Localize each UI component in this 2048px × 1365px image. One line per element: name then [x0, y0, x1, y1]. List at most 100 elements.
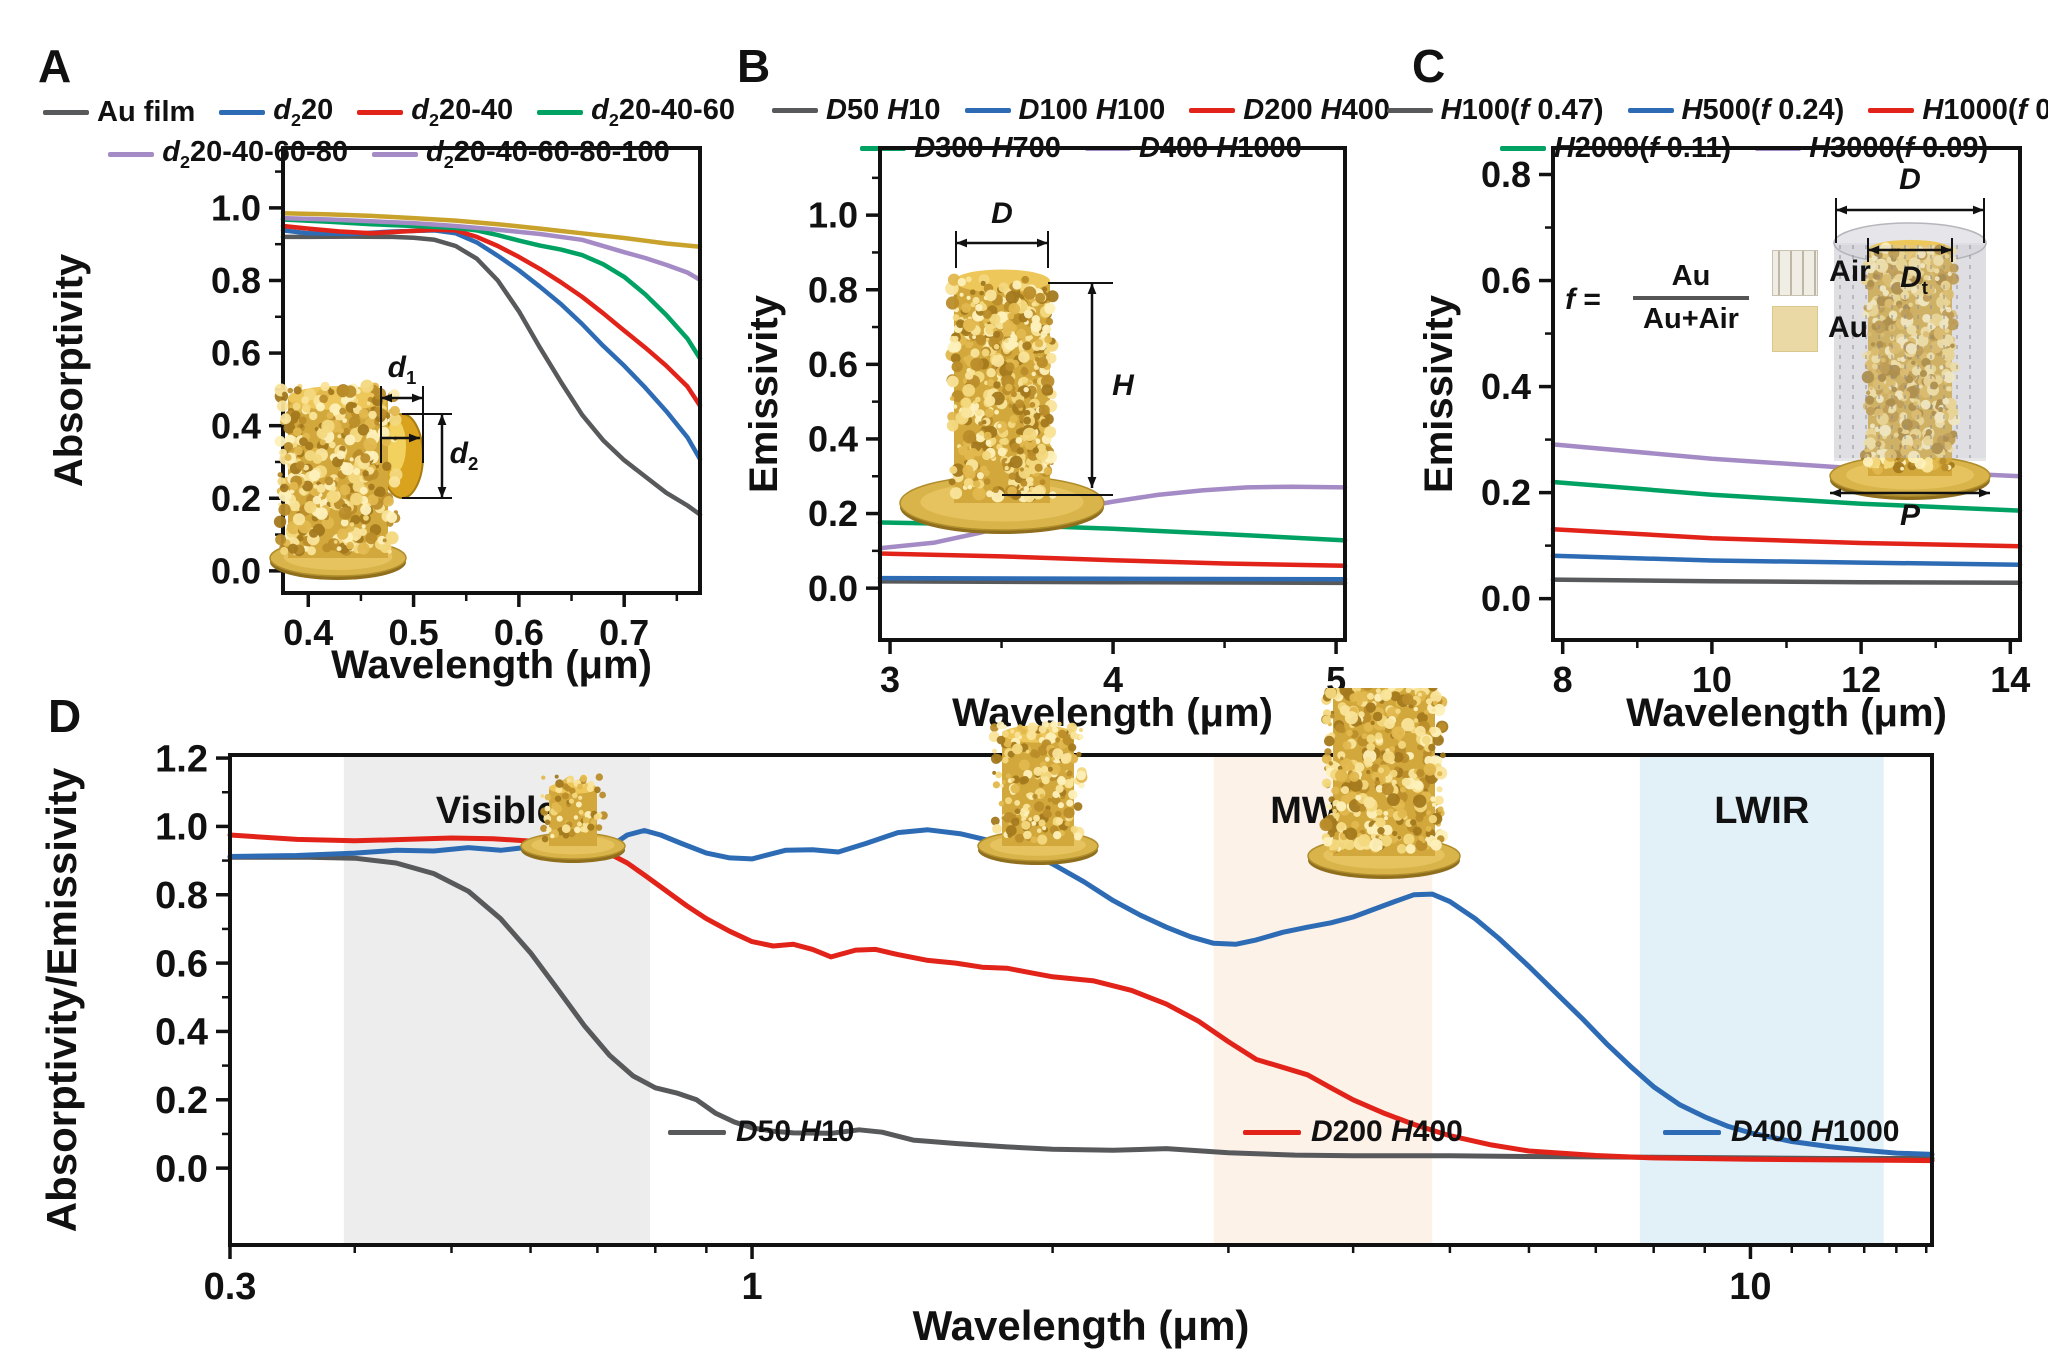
- legend-line-swatch: [371, 151, 418, 157]
- x-tick-label: 10: [1692, 659, 1732, 700]
- y-tick-label: 0.2: [155, 1080, 208, 1122]
- legend-b: D50 H10 D100 H100 D200 H400 D300 H700 D400 H…: [772, 94, 1390, 165]
- series-d-2-20-40: [280, 223, 703, 408]
- d2-label: d2: [449, 437, 479, 474]
- legend-label: H500(f 0.24): [1681, 94, 1845, 126]
- series-d-2-20: [280, 228, 703, 462]
- outer-diameter-label: D: [1899, 163, 1921, 196]
- series-d-2-20-40-60: [280, 217, 703, 361]
- legend-item-h-100-f-0-47: H100(f 0.47): [1386, 94, 1604, 127]
- y-tick-label: 0.0: [1481, 578, 1531, 619]
- axes: 3 4 50.00.20.40.60.81.0: [808, 146, 1347, 700]
- y-axis-label: Emissivity: [1417, 294, 1461, 493]
- series-h-2000-f-0-11: [1550, 479, 2023, 513]
- legend-row: H100(f 0.47) H500(f 0.24) H1000(f 0.16): [1386, 94, 2048, 127]
- legend-line-swatch: [108, 151, 155, 157]
- legend-line-swatch: [964, 108, 1011, 113]
- au-swatch: [1772, 306, 1818, 352]
- x-tick-label: 0.3: [204, 1266, 257, 1308]
- x-tick-label: 3: [880, 659, 900, 700]
- series-h-3000-f-0-09: [1550, 442, 2023, 479]
- axes: 8 10 12 14 0.0 0.2 0.4 0.6 0.8: [1481, 146, 2030, 700]
- legend-a: Au film d220 d220-40 d220-40-60 d220-40-60-8…: [43, 94, 735, 173]
- y-tick-label: 0.4: [808, 419, 858, 460]
- legend-label: H1000(f 0.16): [1922, 94, 2048, 126]
- legend-c: H100(f 0.47)H500(f 0.24)H1000(f 0.16)H20…: [1386, 94, 2048, 165]
- x-axis-label: Wavelength (μm): [331, 643, 652, 687]
- fraction-bar: [1633, 296, 1749, 301]
- y-tick-label: 0.0: [155, 1148, 208, 1190]
- y-tick-label: 1.2: [155, 738, 208, 780]
- legend-line-swatch: [357, 109, 404, 115]
- panel-letter-a: A: [38, 40, 72, 92]
- emissivity-lwir-chart: 8 10 12 14 0.0 0.2 0.4 0.6 0.8 Wavelength (μm) Emi…: [1417, 146, 2030, 735]
- y-axis-label: Emissivity: [742, 294, 786, 493]
- legend-label: D400 H1000: [1731, 1115, 1900, 1148]
- x-tick-label: 0.6: [494, 612, 544, 653]
- legend-row: D50 H10 D100 H100 D200 H400: [772, 94, 1390, 127]
- legend-label: Au film: [97, 95, 196, 128]
- legend-label: D200 H400: [1311, 1115, 1463, 1148]
- fill-fraction-formula: Au Au+Air: [1633, 260, 1749, 337]
- legend-label: d220-40-60-80-100: [425, 135, 670, 172]
- y-tick-label: 0.4: [211, 405, 261, 446]
- legend-item-d-2-20-40-60-80: d220-40-60-80: [108, 136, 348, 173]
- air-label: Air: [1829, 255, 1871, 288]
- legend-line-swatch: [1386, 108, 1433, 113]
- legend-row: d220-40-60-80 d220-40-60-80-100: [108, 135, 670, 173]
- series-d-50-h-10: [877, 579, 1348, 586]
- y-tick-label: 0.2: [211, 478, 261, 519]
- series-d-2-20-40-60-80-100: [280, 211, 703, 249]
- legend-line-swatch: [219, 109, 266, 115]
- legend-label: d220-40-60-80: [162, 135, 348, 172]
- y-tick-label: 0.8: [808, 269, 858, 310]
- series-d-200-h-400: [877, 551, 1348, 569]
- curve-label-d-200-h-400: D200 H400: [1243, 1115, 1463, 1149]
- series-au-film: [280, 234, 703, 517]
- legend-line-swatch: [1499, 146, 1546, 151]
- top-diameter-label: Dt: [1900, 261, 1928, 298]
- air-swatch: [1772, 250, 1818, 296]
- au-label: Au: [1828, 311, 1868, 344]
- y-tick-label: 0.2: [1481, 472, 1531, 513]
- legend-label: d220: [273, 94, 334, 130]
- axes: 0.4 0.5 0.6 0.7 0.0 0.2 0.4 0.6 0.8 1.0: [211, 146, 702, 653]
- curve-label-d-400-h-1000: D400 H1000: [1663, 1115, 1899, 1149]
- legend-item-d-2-20-40-60: d220-40-60: [537, 94, 735, 131]
- series-h-500-f-0-24: [1550, 553, 2023, 567]
- x-axis-label: Wavelength (μm): [913, 1302, 1250, 1349]
- series-d-50-h-10: [227, 854, 1935, 1161]
- y-tick-label: 0.0: [808, 568, 858, 609]
- legend-line-swatch: [1627, 108, 1674, 113]
- y-tick-label: 0.6: [211, 333, 261, 374]
- y-tick-label: 0.4: [1481, 366, 1531, 407]
- y-tick-label: 1.0: [808, 195, 858, 236]
- broadband-spectrum-chart: 0.3 1 10 0.0 0.2 0.4 0.6 0.8 1.0 1.2 Visible MWIR LW…: [38, 738, 1935, 1349]
- band-lwir: [1639, 755, 1884, 1245]
- f-equals-label: f =: [1565, 283, 1601, 316]
- fraction-numerator: Au: [1671, 260, 1711, 292]
- y-axis-label: Absorptivity/Emissivity: [38, 767, 85, 1232]
- series-h-100-f-0-47: [1550, 577, 2023, 585]
- panel-d: D 0.3 1 10 0.0 0.2 0.4 0.6 0.8 1.0 1.2 Visible MWIR…: [28, 688, 2020, 1365]
- curve-label-d-50-h-10: D50 H10: [668, 1115, 854, 1149]
- x-tick-label: 12: [1841, 659, 1881, 700]
- legend-label: d220-40: [411, 94, 514, 130]
- panel-c: C H100(f 0.47) H500(f 0.24) H1000(f 0.16)H…: [1386, 38, 2048, 738]
- legend-item-d-100-h-100: D100 H100: [964, 94, 1165, 127]
- y-tick-label: 0.0: [211, 550, 261, 591]
- legend-line-swatch: [537, 109, 584, 115]
- y-tick-label: 0.6: [808, 344, 858, 385]
- y-tick-label: 0.4: [155, 1012, 208, 1054]
- absorptivity-chart: 0.4 0.5 0.6 0.7 0.0 0.2 0.4 0.6 0.8 1.0 Wavelength…: [47, 146, 703, 687]
- legend-item-au-film: Au film: [43, 96, 195, 129]
- legend-line-swatch: [772, 108, 818, 113]
- series-d-400-h-1000: [877, 484, 1348, 551]
- panel-letter-b: B: [737, 40, 771, 92]
- x-tick-label: 10: [1729, 1266, 1771, 1308]
- y-tick-label: 0.2: [808, 493, 858, 534]
- y-axis-label: Absorptivity: [47, 253, 91, 487]
- legend-line-swatch: [43, 109, 90, 115]
- band-label-lwir: LWIR: [1714, 790, 1809, 832]
